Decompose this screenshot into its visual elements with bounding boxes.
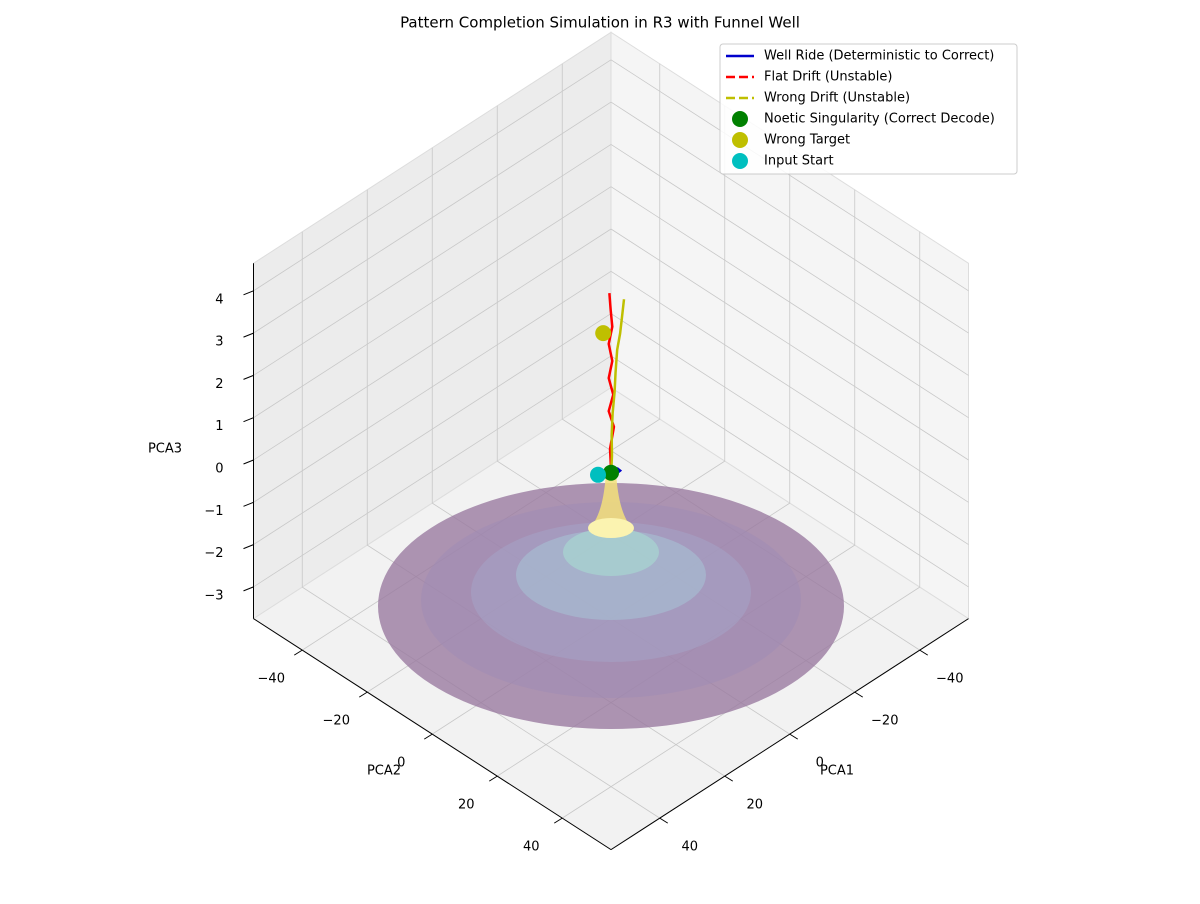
grid-line <box>253 101 612 334</box>
x-axis-label: PCA1 <box>820 764 854 779</box>
grid-line <box>253 59 612 292</box>
legend-swatch <box>732 111 748 127</box>
z-tick <box>243 374 254 380</box>
grid-line <box>253 186 612 419</box>
x-tick <box>919 649 929 656</box>
legend-swatch <box>732 132 748 148</box>
legend-label: Input Start <box>764 154 834 169</box>
y-axis-label: PCA2 <box>367 764 401 779</box>
data <box>590 293 626 483</box>
legend-label: Flat Drift (Unstable) <box>764 70 892 85</box>
point <box>603 464 619 481</box>
grid-line <box>610 270 969 503</box>
z-tick-label: 0 <box>215 462 223 477</box>
y-tick <box>553 817 563 824</box>
x-tick <box>789 733 799 740</box>
x-tick-label: 40 <box>681 840 698 855</box>
grid-line <box>610 228 969 461</box>
grid-line <box>610 186 969 419</box>
y-tick-label: −40 <box>258 672 285 687</box>
z-tick <box>243 544 254 550</box>
legend-label: Well Ride (Deterministic to Correct) <box>764 49 994 64</box>
x-axis-line <box>610 618 969 851</box>
grid-line <box>610 59 969 292</box>
z-tick-label: 4 <box>215 292 223 307</box>
z-axis-label: PCA3 <box>148 442 182 457</box>
z-tick-label: −2 <box>204 546 223 561</box>
legend-label: Wrong Target <box>764 133 850 148</box>
z-tick <box>243 332 254 338</box>
x-tick <box>724 775 734 782</box>
grid-line <box>610 144 969 376</box>
grid-line <box>253 355 612 588</box>
legend-box <box>719 43 1018 175</box>
z-tick <box>243 417 254 423</box>
x-tick <box>659 817 669 824</box>
y-tick <box>488 775 498 782</box>
grid-line <box>253 270 612 503</box>
z-tick <box>243 586 254 592</box>
chart-title: Pattern Completion Simulation in R3 with… <box>400 14 800 32</box>
z-tick <box>243 459 254 465</box>
legend: Well Ride (Deterministic to Correct) Flat… <box>719 43 1018 175</box>
y-tick-label: 20 <box>458 798 475 813</box>
point <box>590 466 606 483</box>
x-tick-label: 0 <box>816 756 824 771</box>
axes: −40 −20 0 20 40 −40 −20 0 20 40 −3 −2 −1 0 1 2 3 4 <box>204 263 969 855</box>
y-tick-label: −20 <box>323 714 350 729</box>
funnel-neck <box>588 470 634 530</box>
x-tick-label: −20 <box>871 714 898 729</box>
y-tick <box>423 733 433 740</box>
grid-line <box>253 313 612 545</box>
trajectory <box>609 299 626 477</box>
grid-line <box>253 228 612 461</box>
grid-line <box>610 355 969 588</box>
z-tick <box>243 501 254 507</box>
z-tick-label: 1 <box>215 419 223 434</box>
x-tick-label: −40 <box>936 672 963 687</box>
y-tick-label: 40 <box>523 840 540 855</box>
funnel-surface <box>378 470 844 729</box>
legend-label: Wrong Drift (Unstable) <box>764 91 910 106</box>
z-tick-label: 3 <box>215 335 223 350</box>
x-tick-label: 20 <box>746 798 763 813</box>
surface-ring <box>563 528 659 576</box>
y-tick <box>358 691 368 698</box>
z-tick-label: −1 <box>204 504 223 519</box>
y-axis-line <box>253 618 612 851</box>
grid-line <box>610 313 969 545</box>
funnel-rim <box>588 518 634 538</box>
grid-line <box>610 101 969 334</box>
z-tick <box>243 290 254 296</box>
point <box>595 325 612 342</box>
z-tick-label: 2 <box>215 377 223 392</box>
legend-label: Noetic Singularity (Correct Decode) <box>764 112 995 127</box>
y-tick <box>293 649 303 656</box>
y-tick-label: 0 <box>397 756 405 771</box>
grid-line <box>253 144 612 376</box>
z-tick-label: −3 <box>204 588 223 603</box>
x-tick <box>854 691 864 698</box>
legend-swatch <box>732 153 748 169</box>
